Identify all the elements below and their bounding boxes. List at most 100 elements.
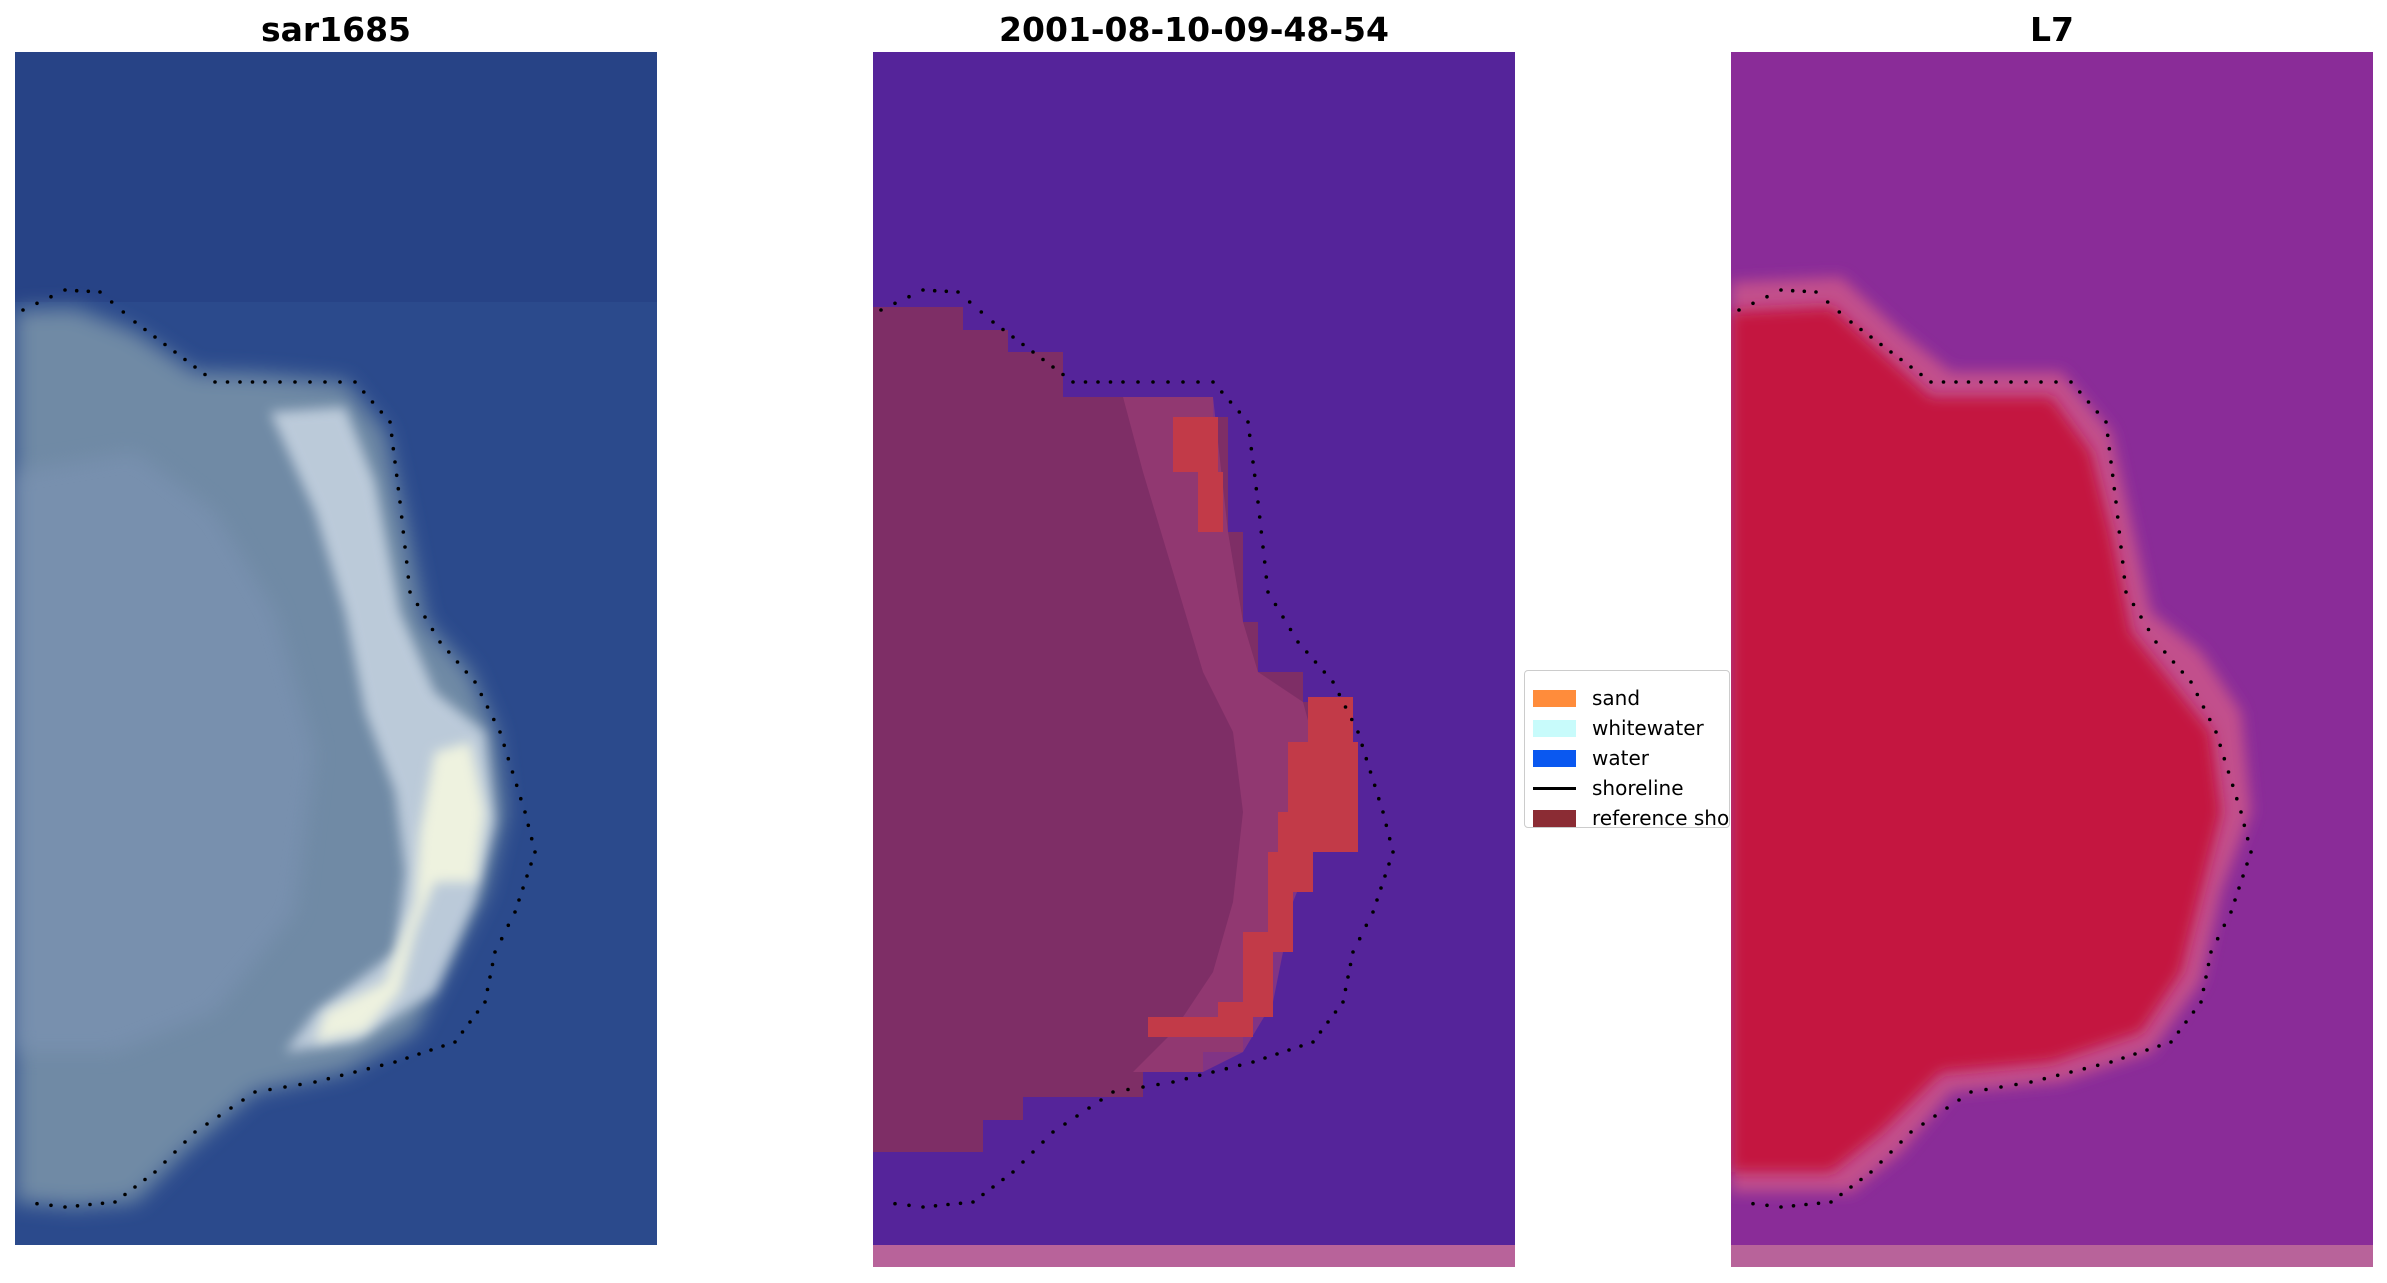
shoreline-dot <box>394 473 399 478</box>
shoreline-dot <box>1814 290 1818 294</box>
shoreline-dot <box>163 1160 167 1164</box>
shoreline-dot <box>529 862 533 866</box>
shoreline-dot <box>1825 300 1830 304</box>
shoreline-dot <box>2239 810 2243 814</box>
shoreline-dot <box>1889 350 1893 354</box>
shoreline-dot <box>1224 1066 1229 1071</box>
shoreline-dot <box>2069 380 2073 384</box>
shoreline-dot <box>326 1076 331 1081</box>
shoreline-dot <box>510 770 515 774</box>
shoreline-dot <box>2095 1063 2100 1068</box>
shoreline-dot <box>967 300 972 304</box>
shoreline-dot <box>1333 1010 1338 1014</box>
index-panel <box>1731 52 2373 1267</box>
shoreline-dot <box>453 1040 457 1044</box>
shoreline-dot <box>1999 1085 2003 1089</box>
shoreline-dot <box>391 446 396 451</box>
shoreline-dot <box>1211 380 1215 384</box>
shoreline-dot <box>1341 1000 1345 1004</box>
shoreline-dot <box>1237 1063 1242 1068</box>
shoreline-dot <box>2154 640 2158 644</box>
shoreline-dot <box>1311 1040 1315 1044</box>
shoreline-dot <box>506 923 511 928</box>
shoreline-dot <box>268 1087 272 1092</box>
shoreline-dot <box>1391 850 1395 854</box>
shoreline-dot <box>1933 1114 1937 1118</box>
shoreline-dot <box>447 650 451 654</box>
shoreline-dot <box>389 433 394 438</box>
shoreline-dot <box>519 796 523 801</box>
shoreline-dot <box>253 1090 257 1094</box>
shoreline-dot <box>525 874 529 878</box>
shoreline-dot <box>2109 1060 2113 1064</box>
shoreline-dot <box>2109 460 2113 464</box>
shoreline-dot <box>1921 1122 1925 1126</box>
shoreline-dot <box>473 680 477 684</box>
shoreline-dot <box>1859 327 1863 332</box>
shoreline-dot <box>429 1048 433 1052</box>
shoreline-dot <box>1288 627 1293 632</box>
shoreline-dot <box>529 836 534 841</box>
shoreline-dot <box>1879 342 1883 347</box>
legend-label: water <box>1592 746 1649 770</box>
shoreline-dot <box>979 310 984 314</box>
shoreline-dot <box>250 380 255 384</box>
shoreline-dot <box>1791 1204 1796 1208</box>
shoreline-dot <box>1869 335 1873 339</box>
shoreline-dot <box>1849 320 1853 324</box>
whitewater-highlight <box>315 742 485 1042</box>
shoreline-dot <box>323 380 327 384</box>
shoreline-dot <box>1969 1090 1973 1094</box>
shoreline-dot <box>88 1202 92 1207</box>
shoreline-dot <box>1096 380 1100 384</box>
shoreline-dot <box>2105 433 2110 438</box>
shoreline-dot <box>956 290 960 294</box>
shoreline-dots <box>879 288 1395 1209</box>
shoreline-dot <box>485 987 490 992</box>
shoreline-dot <box>1305 650 1309 654</box>
shoreline-dot <box>2176 1030 2181 1034</box>
shoreline-dot <box>2024 380 2028 384</box>
shoreline-dot <box>63 288 67 292</box>
shoreline-dot <box>1869 1170 1873 1174</box>
shoreline-dot <box>2054 380 2058 384</box>
shoreline-dot <box>403 545 407 549</box>
shoreline-dot <box>2226 770 2231 774</box>
shoreline-dot <box>513 910 517 914</box>
shoreline-dot <box>485 705 490 709</box>
shoreline-dot <box>1171 1080 1175 1084</box>
legend-swatch-water <box>1533 749 1576 767</box>
shoreline-dot <box>1261 545 1265 549</box>
legend: sand whitewater water shoreline referenc… <box>1524 670 1730 828</box>
shoreline-dot <box>225 380 230 384</box>
shoreline-dot <box>2199 1000 2203 1004</box>
shoreline-dot <box>1181 380 1185 384</box>
shoreline-dot <box>2171 660 2176 664</box>
shoreline-dot <box>488 975 492 979</box>
shoreline-dot <box>2078 390 2082 394</box>
shoreline-dot <box>1351 950 1355 954</box>
shoreline-dot <box>2122 575 2127 579</box>
shoreline-dot <box>21 308 25 312</box>
shoreline-dot <box>2204 975 2208 979</box>
legend-item-water: water <box>1525 743 1649 773</box>
shoreline-dot <box>2112 486 2117 491</box>
shoreline-dot <box>2184 1020 2188 1024</box>
shoreline-dot <box>1211 1070 1215 1074</box>
panel-title-classification: 2001-08-10-09-48-54 <box>999 10 1389 49</box>
shoreline-dot <box>1331 680 1335 684</box>
shoreline-dot <box>362 390 366 394</box>
legend-item-shoreline: shoreline <box>1525 773 1684 803</box>
shoreline-dot <box>1357 936 1362 941</box>
shoreline-dot <box>1737 308 1741 312</box>
shoreline-dot <box>1381 810 1385 814</box>
shoreline-dot <box>498 730 502 734</box>
index-bottom-strip <box>1731 1245 2373 1267</box>
shoreline-dot <box>1957 1098 1961 1102</box>
shoreline-dot <box>1350 717 1354 722</box>
shoreline-dot <box>1360 743 1364 748</box>
shoreline-dot <box>1011 335 1015 339</box>
shoreline-dot <box>893 301 897 306</box>
whitewater-band <box>270 407 495 1052</box>
shoreline-dot <box>1071 380 1075 384</box>
